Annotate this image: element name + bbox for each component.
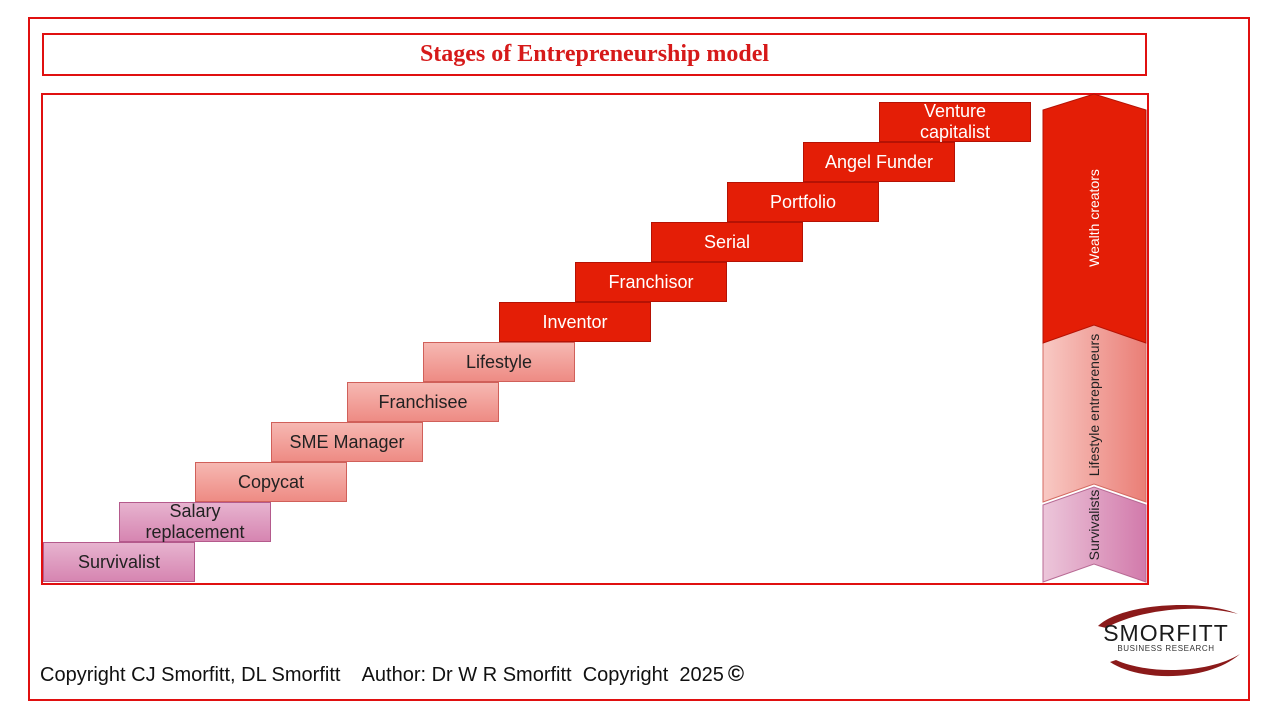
- stage-lifestyle: Lifestyle: [423, 342, 575, 382]
- logo-name: SMORFITT: [1103, 620, 1229, 646]
- stage-serial: Serial: [651, 222, 803, 262]
- logo-subtitle: BUSINESS RESEARCH: [1117, 644, 1215, 653]
- stage-angel-funder: Angel Funder: [803, 142, 955, 182]
- stage-franchisee: Franchisee: [347, 382, 499, 422]
- survivalists-label: Survivalists: [1086, 489, 1102, 561]
- stage-salary-replacement: Salary replacement: [119, 501, 271, 542]
- stage-survivalist: Survivalist: [43, 542, 195, 582]
- diagram-title: Stages of Entrepreneurship model: [419, 41, 770, 67]
- diagram-area: [41, 93, 1149, 585]
- stage-inventor: Inventor: [499, 302, 651, 342]
- stage-franchisor: Franchisor: [575, 262, 727, 302]
- wealth-creators-label: Wealth creators: [1086, 169, 1102, 267]
- copyright-text: Copyright CJ Smorfitt, DL Smorfitt Autho…: [40, 664, 724, 686]
- stage-copycat: Copycat: [195, 462, 347, 502]
- stage-venture-capitalist: Venture capitalist: [879, 101, 1031, 142]
- title-box: Stages of Entrepreneurship model: [42, 33, 1147, 76]
- stage-sme-manager: SME Manager: [271, 422, 423, 462]
- group-arrow: [1042, 93, 1147, 583]
- lifestyle-entrepreneurs-label: Lifestyle entrepreneurs: [1086, 333, 1102, 477]
- survivalists-segment: [1042, 486, 1147, 583]
- footer-copyright: Copyright CJ Smorfitt, DL Smorfitt Autho…: [40, 661, 744, 687]
- stage-portfolio: Portfolio: [727, 182, 879, 222]
- wealth-segment: [1042, 93, 1147, 344]
- slide-frame: [28, 17, 1250, 701]
- smorfitt-logo-swoosh: [1098, 604, 1240, 677]
- copyright-symbol: ©: [727, 661, 745, 686]
